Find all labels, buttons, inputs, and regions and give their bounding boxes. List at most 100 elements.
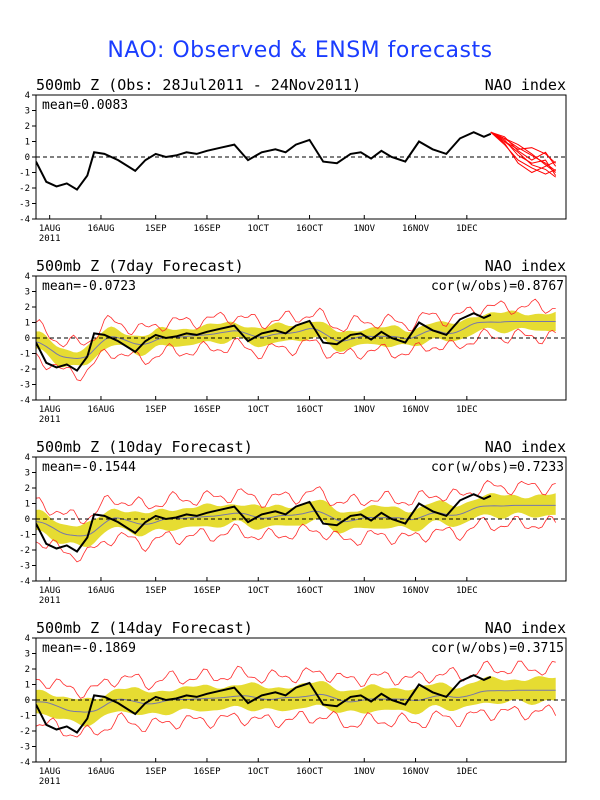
panel-title: 500mb Z (7day Forecast) <box>36 257 244 275</box>
y-tick-label: 1 <box>25 500 30 510</box>
x-tick-label: 16AUG <box>87 767 114 777</box>
ensemble-member-line <box>490 131 557 167</box>
y-tick-label: 4 <box>25 272 30 282</box>
panel-plot-area <box>36 660 566 738</box>
observed-nao-line <box>36 493 492 553</box>
panel-plot-area <box>36 131 566 191</box>
y-tick-label: 0 <box>25 696 30 706</box>
spread-bound-lower-line <box>36 515 557 563</box>
y-tick-label: 2 <box>25 303 30 313</box>
y-tick-label: -2 <box>19 365 30 375</box>
y-tick-label: -4 <box>19 215 30 225</box>
x-tick-label: 1NOV <box>353 224 375 234</box>
x-tick-label: 16AUG <box>87 224 114 234</box>
x-tick-label: 16SEP <box>193 405 221 415</box>
y-tick-label: -3 <box>19 200 30 210</box>
y-tick-label: 0 <box>25 153 30 163</box>
spread-bound-lower-line <box>36 704 557 738</box>
x-tick-label: 1AUG <box>39 767 61 777</box>
mean-label: mean=-0.1869 <box>42 641 136 656</box>
ensemble-mean-line <box>36 321 556 360</box>
x-tick-label: 16NOV <box>402 405 430 415</box>
y-tick-label: -1 <box>19 712 30 722</box>
x-tick-label: 16SEP <box>193 586 221 596</box>
x-tick-label: 16SEP <box>193 224 221 234</box>
y-tick-label: -2 <box>19 184 30 194</box>
x-tick-label: 1NOV <box>353 586 375 596</box>
correlation-label: cor(w/obs)=0.3715 <box>431 641 564 656</box>
panel-right-title: NAO index <box>485 257 566 275</box>
correlation-label: cor(w/obs)=0.7233 <box>431 460 564 475</box>
y-tick-label: 3 <box>25 650 30 660</box>
ensemble-member-line <box>490 131 557 173</box>
x-tick-label: 1DEC <box>456 405 478 415</box>
x-tick-label: 1NOV <box>353 767 375 777</box>
ensemble-member-line <box>490 131 557 176</box>
y-tick-label: 3 <box>25 107 30 117</box>
observed-nao-line <box>36 131 492 191</box>
y-tick-label: 1 <box>25 681 30 691</box>
x-tick-label: 1AUG <box>39 224 61 234</box>
panel-right-title: NAO index <box>485 438 566 456</box>
mean-label: mean=-0.0723 <box>42 279 136 294</box>
panel-title: 500mb Z (14day Forecast) <box>36 619 253 637</box>
ensemble-mean-line <box>36 689 556 713</box>
y-tick-label: 0 <box>25 334 30 344</box>
y-tick-label: 4 <box>25 453 30 463</box>
x-tick-label: 1OCT <box>247 586 269 596</box>
y-tick-label: -2 <box>19 727 30 737</box>
y-tick-label: 1 <box>25 319 30 329</box>
mean-label: mean=0.0083 <box>42 98 128 113</box>
x-tick-label: 16OCT <box>296 767 324 777</box>
y-tick-label: 3 <box>25 288 30 298</box>
spread-bound-upper-line <box>36 480 556 525</box>
ensemble-member-line <box>490 131 557 164</box>
panel-plot-area <box>36 298 566 382</box>
x-tick-label: 1DEC <box>456 224 478 234</box>
y-tick-label: -4 <box>19 577 30 587</box>
mean-label: mean=-0.1544 <box>42 460 136 475</box>
x-tick-label: 16AUG <box>87 405 114 415</box>
y-tick-label: -1 <box>19 531 30 541</box>
x-tick-label: 16NOV <box>402 224 430 234</box>
spread-bound-upper-line <box>36 298 556 348</box>
x-tick-label: 1OCT <box>247 767 269 777</box>
panel-title: 500mb Z (Obs: 28Jul2011 - 24Nov2011) <box>36 76 361 94</box>
y-tick-label: 2 <box>25 122 30 132</box>
x-tick-label: 1AUG <box>39 586 61 596</box>
y-tick-label: -1 <box>19 169 30 179</box>
y-tick-label: -3 <box>19 562 30 572</box>
x-year-label: 2011 <box>39 777 61 787</box>
y-tick-label: -4 <box>19 758 30 768</box>
x-tick-label: 16AUG <box>87 586 114 596</box>
x-tick-label: 1NOV <box>353 405 375 415</box>
x-tick-label: 16OCT <box>296 224 324 234</box>
panel-plot-area <box>36 480 566 563</box>
x-tick-label: 16OCT <box>296 405 324 415</box>
x-tick-label: 16OCT <box>296 586 324 596</box>
x-tick-label: 1OCT <box>247 405 269 415</box>
x-tick-label: 1SEP <box>145 405 167 415</box>
observed-nao-line <box>36 312 492 372</box>
x-year-label: 2011 <box>39 234 61 244</box>
y-tick-label: 0 <box>25 515 30 525</box>
x-tick-label: 1DEC <box>456 586 478 596</box>
panel-2: 500mb Z (7day Forecast) NAO index 4 3 2 1 0 -1 -… <box>19 257 567 425</box>
panel-4: 500mb Z (14day Forecast) NAO index 4 3 2 1 0 -1… <box>19 619 567 787</box>
y-tick-label: -2 <box>19 546 30 556</box>
x-tick-label: 1SEP <box>145 767 167 777</box>
x-tick-label: 1AUG <box>39 405 61 415</box>
panel-1: 500mb Z (Obs: 28Jul2011 - 24Nov2011) NAO … <box>19 76 567 244</box>
panel-3: 500mb Z (10day Forecast) NAO index 4 3 2 1 0 -1… <box>19 438 567 606</box>
y-tick-label: -1 <box>19 350 30 360</box>
panel-right-title: NAO index <box>485 76 566 94</box>
observed-nao-line <box>36 674 492 734</box>
y-tick-label: 4 <box>25 91 30 101</box>
panel-title: 500mb Z (10day Forecast) <box>36 438 253 456</box>
y-tick-label: 4 <box>25 634 30 644</box>
y-tick-label: 1 <box>25 138 30 148</box>
y-tick-label: 3 <box>25 469 30 479</box>
x-tick-label: 1OCT <box>247 224 269 234</box>
x-tick-label: 1SEP <box>145 586 167 596</box>
